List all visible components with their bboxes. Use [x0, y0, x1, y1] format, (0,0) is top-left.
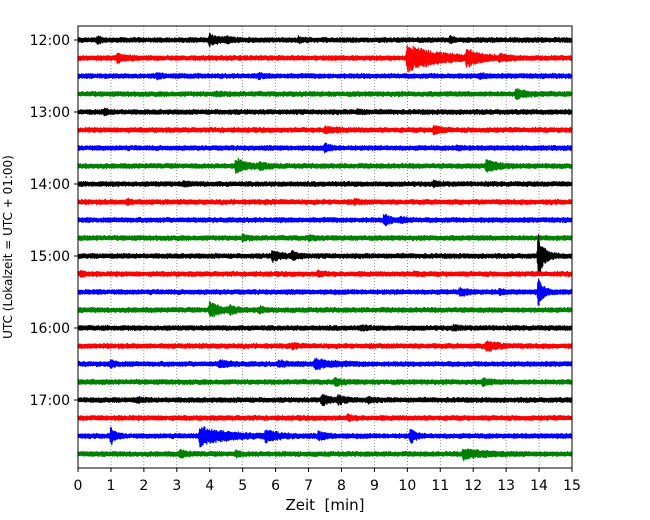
- seismogram-trace: [77, 448, 573, 462]
- x-tick-label: 11: [431, 478, 449, 494]
- seismogram-trace: [77, 179, 573, 189]
- plot-frame: [77, 25, 573, 469]
- y-axis-label: UTC (Lokalzeit = UTC + 01:00): [1, 155, 15, 339]
- y-tick-label: 12:00: [30, 33, 70, 49]
- seismogram-trace: [77, 33, 573, 48]
- x-tick-label: 7: [304, 478, 313, 494]
- x-tick-label: 0: [74, 478, 83, 494]
- seismogram-trace: [77, 323, 573, 332]
- seismogram-trace: [77, 301, 573, 318]
- y-axis-ticks: 12:00 13:00 14:00 15:00 16:00 17:00: [30, 33, 78, 409]
- seismogram-trace: [77, 357, 573, 371]
- seismogram-trace: [77, 426, 573, 448]
- y-tick-label: 14:00: [30, 177, 70, 193]
- y-tick-label: 17:00: [30, 393, 70, 409]
- y-tick-label: 16:00: [30, 321, 70, 337]
- seismogram-trace: [77, 340, 573, 352]
- x-tick-label: 9: [370, 478, 379, 494]
- x-tick-label: 15: [563, 478, 581, 494]
- y-tick-label: 15:00: [30, 249, 70, 265]
- x-tick-label: 3: [172, 478, 181, 494]
- seismogram-trace: [77, 45, 573, 73]
- seismogram-trace: [77, 157, 573, 174]
- seismogram-trace: [77, 376, 573, 388]
- seismogram-trace: [77, 107, 573, 117]
- seismogram-trace: [77, 269, 573, 278]
- seismogram-trace: [77, 278, 573, 306]
- x-tick-label: 4: [205, 478, 214, 494]
- seismogram-trace: [77, 125, 573, 136]
- x-tick-label: 14: [530, 478, 548, 494]
- x-tick-label: 12: [464, 478, 482, 494]
- seismogram-traces: [77, 33, 573, 462]
- seismogram-trace: [77, 87, 573, 101]
- x-tick-label: 5: [238, 478, 247, 494]
- x-tick-label: 13: [497, 478, 515, 494]
- x-tick-label: 6: [271, 478, 280, 494]
- seismogram-trace: [77, 234, 573, 275]
- x-tick-label: 2: [139, 478, 148, 494]
- x-tick-label: 10: [398, 478, 416, 494]
- x-tick-label: 8: [337, 478, 346, 494]
- x-tick-label: 1: [106, 478, 115, 494]
- seismogram-trace: [77, 142, 573, 154]
- x-axis-label: Zeit [min]: [285, 496, 364, 514]
- y-tick-label: 13:00: [30, 105, 70, 121]
- seismogram-trace: [77, 213, 573, 227]
- seismogram-trace: [77, 413, 573, 423]
- seismogram-trace: [77, 197, 573, 207]
- seismogram-trace: [77, 71, 573, 81]
- x-axis-ticks: 0 1 2 3 4 5 6 7 8 9 10 11 12 13 14 15: [74, 468, 581, 494]
- seismogram-trace: [77, 393, 573, 407]
- seismogram-trace: [77, 233, 573, 243]
